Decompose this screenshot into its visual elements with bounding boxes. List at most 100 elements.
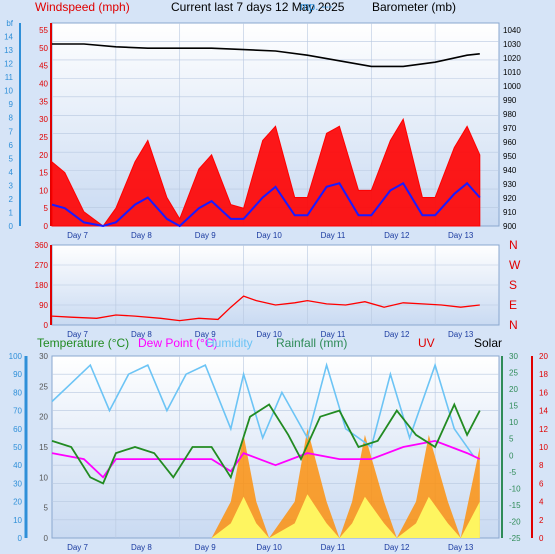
solar-label: Solar xyxy=(474,336,503,350)
winddir-x-tick: Day 8 xyxy=(131,330,152,339)
wind-bf-tick: 12 xyxy=(4,60,13,69)
humidity-tick: 20 xyxy=(13,498,22,507)
wind-bf-tick: 9 xyxy=(9,100,14,109)
uv-tick: 20 xyxy=(539,352,548,361)
wind-bf-tick: 4 xyxy=(9,168,14,177)
wind-mph-tick: 40 xyxy=(39,80,48,89)
temp-right-tick: 10 xyxy=(509,418,518,427)
humidity-tick: 50 xyxy=(13,443,22,452)
compass-label: W xyxy=(509,258,521,272)
barometer-tick: 940 xyxy=(503,166,517,175)
barometer-tick: 1000 xyxy=(503,82,521,91)
wind-bf-unit: bf xyxy=(6,19,13,28)
wind-bf-tick: 1 xyxy=(9,208,14,217)
barometer-tick: 900 xyxy=(503,222,517,231)
compass-label: S xyxy=(509,278,517,292)
wind-mph-tick: 45 xyxy=(39,62,48,71)
humidity-tick: 90 xyxy=(13,370,22,379)
wind-bf-tick: 5 xyxy=(9,154,14,163)
winddir-tick: 90 xyxy=(39,301,48,310)
temperature-line xyxy=(51,402,481,485)
uv-tick: 14 xyxy=(539,407,548,416)
uv-tick: 0 xyxy=(539,534,544,543)
barometer-tick: 910 xyxy=(503,208,517,217)
temp-left-tick: 10 xyxy=(39,473,48,482)
temp-right-tick: -20 xyxy=(509,517,521,526)
winddir-x-tick: Day 13 xyxy=(448,330,474,339)
barometer-tick: 920 xyxy=(503,194,517,203)
uv-tick: 6 xyxy=(539,479,544,488)
rainfall-label: Rainfall (mm) xyxy=(276,336,348,350)
uv-tick: 10 xyxy=(539,443,548,452)
winddir-x-tick: Day 12 xyxy=(384,330,410,339)
wind-x-tick: Day 10 xyxy=(256,231,282,240)
barometer-tick: 970 xyxy=(503,124,517,133)
temp-right-tick: 20 xyxy=(509,385,518,394)
barometer-line xyxy=(52,43,480,68)
wind-x-tick: Day 12 xyxy=(384,231,410,240)
temp-right-tick: 15 xyxy=(509,402,518,411)
wind-bf-tick: 7 xyxy=(9,127,14,136)
temp-left-tick: 25 xyxy=(39,382,48,391)
wind-x-tick: Day 13 xyxy=(448,231,474,240)
wind-mph-tick: 20 xyxy=(39,151,48,160)
barometer-label: Barometer (mb) xyxy=(372,0,457,14)
temp-x-tick: Day 12 xyxy=(384,543,410,552)
temp-x-tick: Day 7 xyxy=(67,543,88,552)
compass-label: E xyxy=(509,298,517,312)
temp-right-tick: -15 xyxy=(509,501,521,510)
wind-bf-tick: 14 xyxy=(4,33,13,42)
wind-bf-tick: 2 xyxy=(9,195,14,204)
wind-x-tick: Day 11 xyxy=(321,231,346,240)
uv-area xyxy=(211,428,480,538)
solar-area xyxy=(211,494,480,538)
wind-bf-tick: 13 xyxy=(4,46,13,55)
barometer-tick: 1030 xyxy=(503,40,521,49)
uv-tick: 18 xyxy=(539,370,548,379)
winddir-tick: 0 xyxy=(44,321,49,330)
wind-mph-tick: 35 xyxy=(39,97,48,106)
winddir-tick: 360 xyxy=(35,241,49,250)
barometer-tick: 960 xyxy=(503,138,517,147)
uv-tick: 12 xyxy=(539,425,548,434)
winddir-x-tick: Day 7 xyxy=(67,330,88,339)
humidity-tick: 40 xyxy=(13,461,22,470)
temp-left-tick: 0 xyxy=(44,534,49,543)
winddir-tick: 270 xyxy=(35,261,49,270)
temp-left-tick: 20 xyxy=(39,413,48,422)
winddir-tick: 180 xyxy=(35,281,49,290)
wind-mph-tick: 30 xyxy=(39,115,48,124)
wind-bf-tick: 0 xyxy=(9,222,14,231)
temp-right-tick: -10 xyxy=(509,484,521,493)
wind-bf-tick: 11 xyxy=(5,73,14,82)
temp-right-tick: 0 xyxy=(509,451,514,460)
wind-bf-tick: 10 xyxy=(4,87,13,96)
overlay-label: mp. --- xyxy=(300,1,333,13)
barometer-tick: 1010 xyxy=(503,68,521,77)
humidity-tick: 70 xyxy=(13,407,22,416)
barometer-tick: 980 xyxy=(503,110,517,119)
wind-direction-line xyxy=(51,295,480,322)
barometer-tick: 1020 xyxy=(503,54,521,63)
barometer-tick: 990 xyxy=(503,96,517,105)
humidity-line xyxy=(51,362,475,457)
barometer-tick: 930 xyxy=(503,180,517,189)
wind-x-tick: Day 9 xyxy=(195,231,216,240)
temp-left-tick: 15 xyxy=(39,443,48,452)
wind-bf-tick: 8 xyxy=(9,114,14,123)
temp-x-tick: Day 11 xyxy=(321,543,346,552)
wind-x-tick: Day 7 xyxy=(67,231,88,240)
humidity-label: Humidity xyxy=(206,336,253,350)
winddir-x-tick: Day 10 xyxy=(256,330,282,339)
temperature-label: Temperature (°C) xyxy=(37,336,130,350)
humidity-tick: 0 xyxy=(18,534,23,543)
wind-mph-tick: 25 xyxy=(39,133,48,142)
humidity-tick: 60 xyxy=(13,425,22,434)
barometer-tick: 950 xyxy=(503,152,517,161)
humidity-tick: 80 xyxy=(13,388,22,397)
wind-mph-tick: 10 xyxy=(39,186,48,195)
wind-mph-tick: 15 xyxy=(39,169,48,178)
humidity-tick: 10 xyxy=(13,516,22,525)
humidity-tick: 30 xyxy=(13,479,22,488)
